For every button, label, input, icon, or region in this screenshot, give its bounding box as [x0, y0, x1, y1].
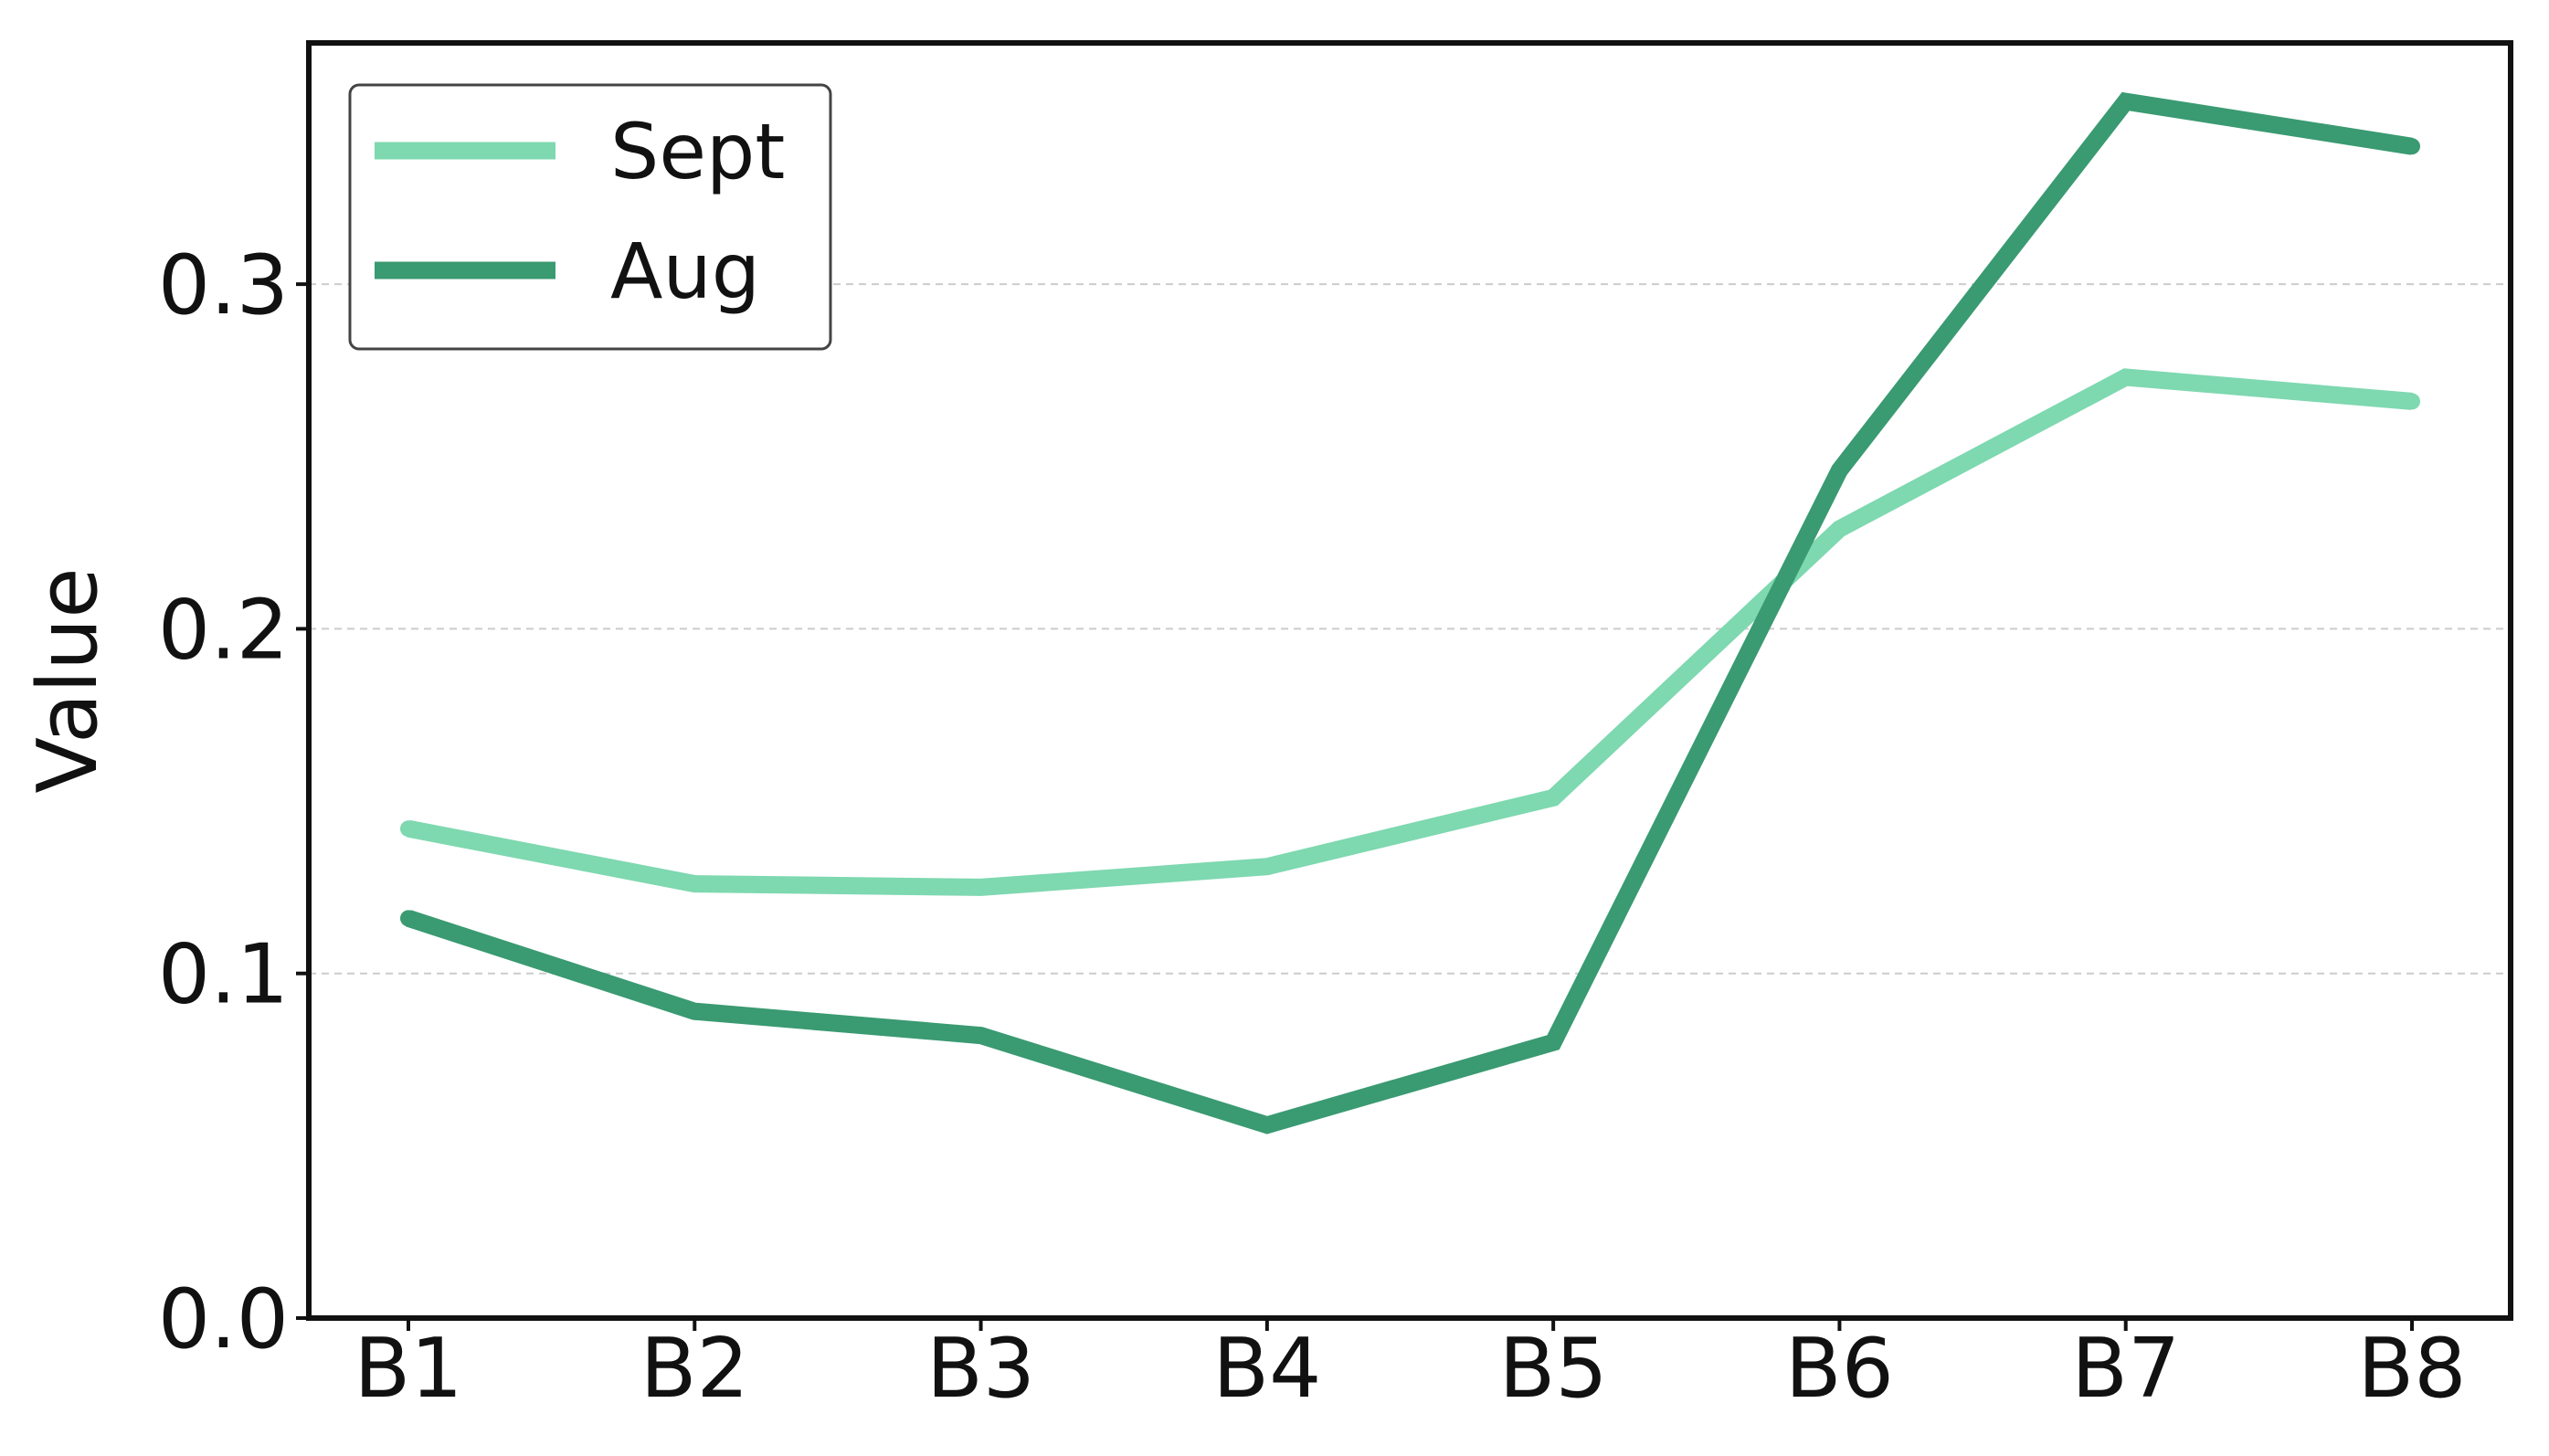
y-tick-label: 0.1	[158, 927, 289, 1023]
x-tick-label: B6	[1785, 1321, 1894, 1417]
data-point-aug	[972, 1027, 989, 1044]
legend: Sept Aug	[348, 83, 832, 351]
plot-frame	[306, 40, 2513, 1321]
series-line-aug	[406, 91, 2414, 1134]
data-point-sept	[2404, 393, 2420, 410]
x-tick-label: B3	[926, 1321, 1035, 1417]
y-tick-label: 0.2	[158, 582, 289, 678]
data-point-sept	[686, 875, 703, 892]
data-point-aug	[1545, 1034, 1562, 1051]
y-tick-label: 0.3	[158, 237, 289, 333]
series-line-sept	[407, 368, 2413, 896]
legend-label-aug: Aug	[610, 227, 760, 316]
data-point-sept	[972, 879, 989, 896]
x-tick-label: B8	[2357, 1321, 2466, 1417]
y-axis-ticks: 0.0 0.1 0.2 0.3	[158, 237, 309, 1367]
data-point-aug	[686, 1003, 703, 1020]
data-point-aug	[1831, 461, 1848, 479]
x-axis-ticks: B1 B2 B3 B4 B5 B6 B7 B8	[354, 1318, 2467, 1417]
series-lines	[400, 91, 2420, 1134]
legend-label-sept: Sept	[610, 107, 785, 196]
data-point-aug	[400, 910, 417, 927]
y-tick-label: 0.0	[158, 1271, 289, 1367]
data-point-aug	[2404, 138, 2420, 155]
data-point-sept	[1545, 789, 1562, 807]
y-axis-label: Value	[20, 567, 116, 793]
data-point-sept	[400, 820, 417, 838]
x-tick-label: B4	[1212, 1321, 1321, 1417]
x-tick-label: B7	[2071, 1321, 2180, 1417]
grid-lines	[309, 283, 2511, 975]
data-point-sept	[2117, 368, 2134, 385]
x-tick-label: B1	[354, 1321, 462, 1417]
data-point-sept	[1258, 858, 1275, 875]
data-point-sept	[1831, 520, 1848, 537]
data-point-aug	[1258, 1116, 1275, 1134]
x-tick-label: B5	[1499, 1321, 1608, 1417]
data-point-aug	[2117, 93, 2134, 111]
x-tick-label: B2	[640, 1321, 749, 1417]
